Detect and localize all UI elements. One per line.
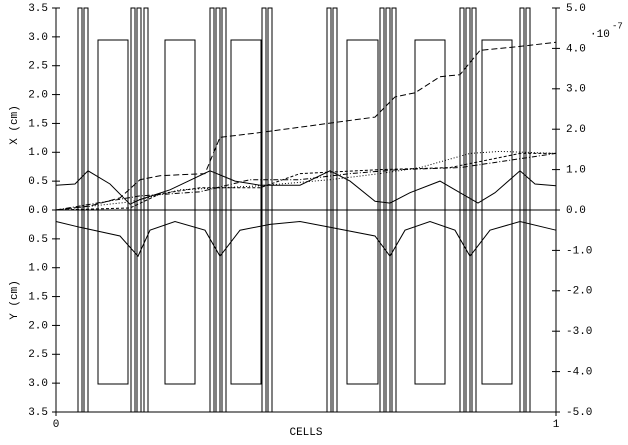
x-axis-label: CELLS <box>289 427 322 439</box>
y2-tick-label: 2.0 <box>566 124 586 136</box>
series-line <box>55 220 557 258</box>
y-tick-label: 1.5 <box>28 118 48 130</box>
y-tick-label: 2.0 <box>28 89 48 101</box>
y-tick-label: 1.5 <box>28 291 48 303</box>
x-tick-label: 1 <box>553 419 560 431</box>
y-tick-label: 3.0 <box>28 32 48 44</box>
y2-tick-label: -3.0 <box>566 326 592 338</box>
y-tick-label: 1.0 <box>28 147 48 159</box>
gap <box>164 39 196 385</box>
gap <box>346 39 379 385</box>
y2-tick-label: 5.0 <box>566 3 586 15</box>
y-tick-label: 0.5 <box>28 234 48 246</box>
y2-multiplier: ·10 <box>590 29 610 41</box>
x-tick-label: 0 <box>53 419 60 431</box>
y2-exponent: -7 <box>612 21 623 31</box>
y-tick-label: 3.5 <box>28 407 48 419</box>
y-axis-label: Y (cm) <box>9 280 21 320</box>
y-axis-label: X (cm) <box>9 105 21 145</box>
y-tick-label: 0.5 <box>28 176 48 188</box>
y2-tick-label: -2.0 <box>566 286 592 298</box>
y-tick-label: 1.0 <box>28 263 48 275</box>
y2-tick-label: 3.0 <box>566 84 586 96</box>
y2-tick-label: -4.0 <box>566 367 592 379</box>
series-line <box>55 170 557 205</box>
y-tick-label: 3.5 <box>28 3 48 15</box>
y-tick-label: 2.0 <box>28 320 48 332</box>
gap <box>230 39 262 385</box>
y-tick-label: 2.5 <box>28 61 48 73</box>
y-tick-label: 0.0 <box>28 205 48 217</box>
gap <box>97 39 129 385</box>
y2-tick-label: -5.0 <box>566 407 592 419</box>
series-line <box>55 150 557 211</box>
y-tick-label: 3.0 <box>28 378 48 390</box>
gap <box>414 39 446 385</box>
series-line <box>55 41 557 211</box>
y2-tick-label: 4.0 <box>566 43 586 55</box>
gap <box>481 39 513 385</box>
y2-tick-label: 0.0 <box>566 205 586 217</box>
series-line <box>55 152 556 211</box>
y2-tick-label: 1.0 <box>566 165 586 177</box>
y-tick-label: 2.5 <box>28 349 48 361</box>
y2-tick-label: -1.0 <box>566 245 592 257</box>
